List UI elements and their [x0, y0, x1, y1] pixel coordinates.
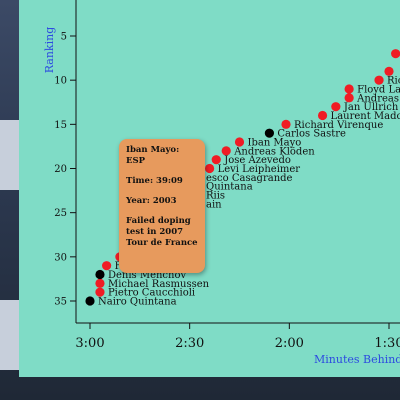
x-tick-label: 2:30 — [175, 336, 204, 351]
data-point-label: Richard Virenque — [294, 120, 383, 131]
y-tick-label: 5 — [61, 32, 67, 43]
y-tick-label: 15 — [54, 120, 67, 131]
y-tick-label: 20 — [54, 164, 67, 175]
tooltip-note: Failed doping test in 2007 Tour de Franc… — [126, 216, 198, 248]
data-point — [205, 163, 215, 174]
data-point — [85, 296, 95, 306]
data-point — [384, 66, 394, 76]
tooltip-time: Time: 39:09 — [126, 176, 183, 186]
data-point — [221, 146, 231, 156]
tooltip-name: Iban Mayo: ESP — [126, 145, 180, 166]
data-point-label: Levi Leipheimer — [218, 164, 301, 175]
tooltip-year: Year: 2003 — [126, 196, 177, 206]
data-point — [95, 269, 105, 280]
data-point-label: Iban Mayo — [248, 138, 302, 149]
data-point — [317, 110, 328, 121]
y-axis-title: Ranking — [43, 27, 56, 74]
data-point — [344, 84, 354, 94]
tooltip: Iban Mayo: ESP Time: 39:09 Year: 2003 Fa… — [119, 139, 205, 273]
y-tick-label: 25 — [54, 208, 67, 219]
data-point — [331, 102, 341, 112]
data-point-label: Jan Ullrich — [343, 102, 399, 113]
data-point — [95, 287, 105, 297]
x-tick-label: 2:00 — [275, 336, 304, 351]
x-axis-title: Minutes Behind Fas — [314, 353, 400, 366]
data-point — [391, 49, 400, 59]
data-point-label: Laurent Madouas — [331, 111, 400, 122]
data-point-label: Andreas Klöden — [356, 93, 400, 104]
data-point-label: Pietro Caucchioli — [108, 288, 195, 299]
data-point-label: Jose Azevedo — [223, 155, 291, 166]
chart-panel — [19, 0, 400, 377]
data-point-label: Quintana — [206, 182, 253, 193]
y-tick-label: 30 — [54, 252, 67, 263]
data-point-label: Nairo Quintana — [98, 297, 177, 308]
data-point-label: Michael Rasmussen — [108, 279, 210, 290]
data-point — [211, 155, 221, 165]
data-point — [95, 278, 105, 288]
data-point-label: Denis Menchov — [108, 270, 187, 281]
x-tick-label: 3:00 — [75, 336, 104, 351]
data-point — [281, 119, 291, 129]
data-point — [234, 137, 245, 147]
data-point-label: Riis — [206, 191, 225, 202]
data-point-label: esco Casagrande — [206, 173, 293, 184]
data-point-label: Andreas Klöden — [233, 146, 315, 157]
y-tick-label: 35 — [54, 297, 67, 308]
data-point — [344, 93, 354, 103]
data-point-label: Carlos Sastre — [277, 129, 346, 140]
data-point — [264, 128, 274, 138]
data-point — [102, 261, 112, 271]
data-point-label: ain — [206, 199, 222, 210]
y-tick-label: 10 — [54, 76, 67, 87]
x-tick-label: 1:30 — [374, 336, 400, 351]
data-point-label: Floyd Landis — [357, 85, 400, 96]
data-point — [374, 75, 384, 85]
data-point-label: Richa — [387, 76, 400, 87]
